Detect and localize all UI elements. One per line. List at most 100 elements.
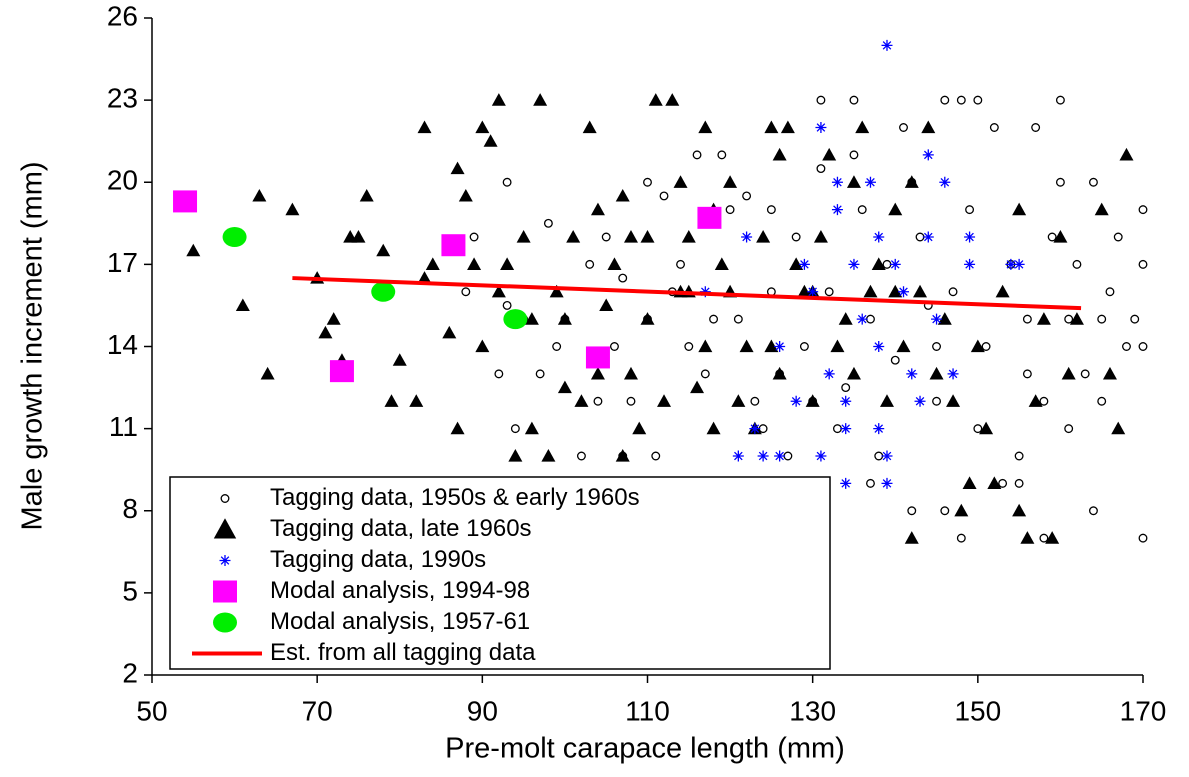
point [450, 421, 465, 435]
point [772, 147, 787, 161]
point [1028, 394, 1043, 407]
point [790, 395, 802, 407]
point [846, 366, 861, 380]
y-tick-label: 26 [107, 0, 138, 31]
point [914, 395, 926, 407]
y-tick-label: 2 [122, 657, 138, 688]
point [1014, 451, 1024, 461]
point [510, 424, 520, 434]
point [502, 300, 512, 310]
point [931, 313, 943, 325]
point [830, 339, 845, 353]
point [659, 191, 669, 201]
point [632, 421, 647, 435]
point [838, 312, 853, 325]
point [965, 205, 975, 215]
point [758, 424, 768, 434]
point [937, 312, 952, 325]
point [475, 339, 490, 353]
legend-symbol [219, 555, 231, 566]
point [1022, 314, 1032, 324]
legend-symbol [220, 494, 230, 503]
point [576, 451, 586, 461]
point [699, 286, 711, 298]
point [623, 366, 638, 380]
point [873, 423, 885, 435]
point [1014, 478, 1024, 488]
point [807, 286, 819, 298]
point [684, 342, 694, 351]
point [186, 243, 201, 257]
point [329, 360, 354, 383]
point [939, 176, 951, 188]
point [956, 533, 966, 543]
point [756, 230, 771, 243]
point [881, 477, 893, 489]
point [913, 284, 928, 298]
point [813, 230, 828, 243]
point [841, 383, 851, 393]
point [1045, 531, 1060, 544]
point [1039, 396, 1049, 406]
legend-label: Tagging data, late 1960s [270, 515, 532, 542]
y-tick-label: 17 [107, 247, 138, 278]
point [1020, 531, 1035, 544]
point [1072, 259, 1082, 269]
point [1061, 366, 1076, 380]
point [947, 368, 959, 380]
point [640, 230, 655, 243]
point [483, 134, 498, 147]
point [849, 150, 859, 160]
legend-label: Tagging data, 1990s [270, 546, 486, 573]
x-axis-label: Pre-molt carapace length (mm) [445, 733, 845, 765]
point [626, 396, 636, 406]
point [805, 394, 820, 407]
point [973, 424, 983, 434]
point [643, 177, 652, 187]
point [764, 120, 779, 134]
point [799, 342, 809, 351]
point [904, 531, 919, 544]
point [879, 394, 894, 407]
point [780, 120, 795, 134]
point [503, 309, 528, 330]
point [915, 232, 925, 242]
y-tick-label: 14 [107, 329, 138, 360]
point [764, 339, 779, 353]
point [948, 287, 958, 297]
point [964, 258, 976, 270]
point [543, 218, 553, 228]
point [866, 314, 875, 324]
point [535, 369, 545, 379]
point [714, 257, 729, 270]
point [981, 342, 991, 351]
point [816, 164, 826, 174]
point [417, 120, 432, 134]
point [1005, 258, 1017, 270]
point [384, 394, 399, 407]
point [899, 123, 908, 132]
point [989, 123, 999, 132]
point [823, 368, 835, 380]
y-tick-label: 11 [109, 411, 138, 442]
legend-symbol [213, 518, 237, 539]
point [557, 380, 572, 394]
point [1080, 369, 1090, 379]
point [863, 284, 878, 298]
x-tick-label: 50 [136, 695, 167, 726]
point [846, 175, 861, 188]
point [618, 273, 628, 283]
point [832, 424, 842, 434]
point [1036, 312, 1051, 325]
point [956, 95, 966, 105]
point [623, 230, 638, 243]
point [469, 232, 479, 242]
point [235, 298, 250, 312]
point [700, 369, 710, 379]
point [739, 339, 754, 353]
point [816, 95, 826, 105]
point [964, 231, 976, 243]
point [1047, 232, 1057, 242]
